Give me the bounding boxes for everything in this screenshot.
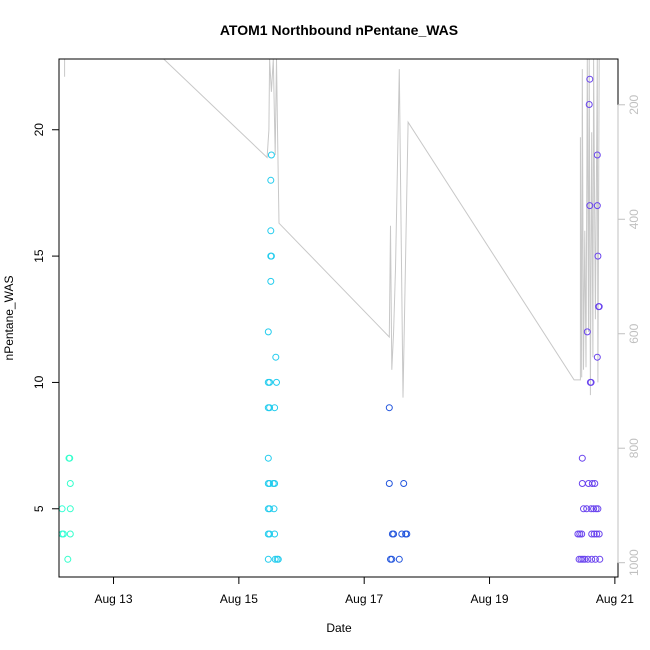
right-tick-label: 200 [627,94,641,114]
data-point [579,555,587,563]
data-point [585,101,593,108]
data-point [577,555,585,563]
x-tick-label: Aug 17 [345,592,383,606]
data-point [594,252,602,260]
data-point [578,480,586,487]
data-point [267,151,275,159]
data-point [398,530,406,538]
data-point [271,404,279,412]
data-point [591,480,599,487]
data-point [64,555,72,563]
data-point [264,454,272,462]
data-point [587,378,595,386]
data-point [395,555,403,563]
chart-title: ATOM1 Northbound nPentane_WAS [220,22,458,38]
data-point [578,530,586,538]
data-point [576,530,584,538]
right-tick-label: 800 [627,438,641,458]
data-point [586,202,594,210]
y-tick-label: 15 [32,249,46,263]
y-tick-label: 20 [32,123,46,137]
data-point [593,353,601,361]
overlay-line [64,59,600,398]
data-point [266,378,274,386]
data-point [58,505,66,513]
overlay-line-group [64,59,600,398]
data-point [583,505,591,513]
points-group [58,75,604,563]
data-point [271,530,279,538]
data-point [264,328,272,336]
right-axis: 200 400 600 800 1000 [617,94,641,576]
data-point [580,505,587,513]
data-point [66,530,74,538]
data-point [273,378,280,386]
right-tick-label: 600 [627,323,641,343]
data-point [590,505,598,513]
data-point [267,227,275,235]
data-point [581,555,589,563]
data-point [574,530,582,538]
data-point [596,555,604,563]
data-point [588,530,596,538]
y-axis: 5 10 15 20 [32,123,60,512]
data-point [591,555,599,563]
data-point [66,505,74,513]
x-tick-label: Aug 15 [220,592,258,606]
data-point [583,328,591,336]
data-point [272,353,280,361]
data-point [588,555,596,563]
data-point [274,555,282,563]
data-point [590,530,598,538]
x-axis: Aug 13 Aug 15 Aug 17 Aug 19 Aug 21 [94,576,634,606]
data-point [385,404,393,412]
data-point [593,530,601,538]
data-point [593,151,601,159]
x-tick-label: Aug 19 [471,592,509,606]
data-point [578,454,586,462]
data-point [266,505,274,513]
data-point [271,480,279,487]
data-point [266,530,274,538]
data-point [266,480,274,487]
data-point [66,480,74,487]
y-tick-label: 10 [32,375,46,389]
data-point [271,555,279,563]
data-point [595,530,603,538]
data-point [65,454,73,462]
data-point [267,277,275,285]
data-point [593,202,601,210]
y-tick-label: 5 [32,505,46,512]
data-point [266,404,274,412]
y-axis-label: nPentane_WAS [2,276,16,361]
right-tick-label: 400 [627,209,641,229]
data-point [390,530,398,538]
x-axis-label: Date [326,621,352,635]
data-point [270,505,278,513]
data-point [584,555,592,563]
data-point [264,555,272,563]
data-point [403,530,411,538]
data-point [586,75,594,83]
data-point [388,555,396,563]
data-point [267,252,275,260]
data-point [588,480,596,487]
data-point [59,530,67,538]
data-point [595,303,603,311]
x-tick-label: Aug 13 [94,592,132,606]
data-point [267,176,275,184]
data-point [400,480,408,487]
data-point [587,505,595,513]
x-tick-label: Aug 21 [596,592,634,606]
data-point [594,505,602,513]
right-tick-label: 1000 [627,549,641,576]
data-point [385,480,393,487]
